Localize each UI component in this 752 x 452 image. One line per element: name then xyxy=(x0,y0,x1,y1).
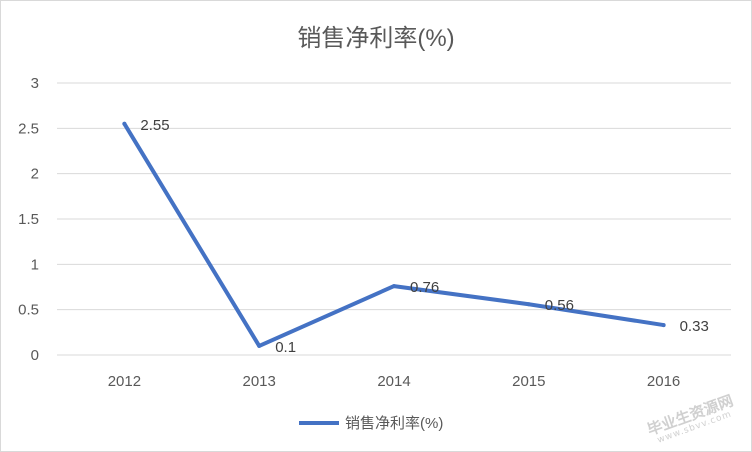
data-label: 0.56 xyxy=(545,297,574,314)
x-tick-label: 2012 xyxy=(108,373,141,390)
y-tick-label: 2.5 xyxy=(18,120,39,137)
x-tick-label: 2016 xyxy=(647,373,680,390)
data-point[interactable] xyxy=(526,302,531,307)
y-axis-ticks: 0 0.5 1 1.5 2 2.5 3 xyxy=(18,75,39,364)
x-tick-label: 2013 xyxy=(243,373,276,390)
data-label: 0.76 xyxy=(410,279,439,296)
series-layer xyxy=(122,121,666,348)
series-line[interactable] xyxy=(122,121,666,348)
data-label: 2.55 xyxy=(140,117,169,134)
legend[interactable]: 销售净利率(%) xyxy=(299,415,443,432)
y-tick-label: 3 xyxy=(31,75,39,92)
data-point[interactable] xyxy=(392,284,396,289)
y-tick-label: 2 xyxy=(31,166,39,183)
y-tick-label: 0 xyxy=(31,347,39,364)
data-labels: 2.55 0.1 0.76 0.56 0.33 xyxy=(140,117,708,356)
x-axis-ticks: 2012 2013 2014 2015 2016 xyxy=(108,373,681,390)
y-tick-label: 0.5 xyxy=(18,302,39,319)
data-label: 0.33 xyxy=(680,318,709,335)
grid-lines xyxy=(57,82,731,356)
x-tick-label: 2014 xyxy=(377,373,410,390)
data-point[interactable] xyxy=(661,323,666,328)
data-label: 0.1 xyxy=(275,339,296,356)
chart-title: 销售净利率(%) xyxy=(297,25,454,52)
legend-label: 销售净利率(%) xyxy=(345,415,443,432)
data-point[interactable] xyxy=(122,121,127,126)
y-tick-label: 1 xyxy=(31,256,39,273)
y-tick-label: 1.5 xyxy=(18,211,39,228)
data-point[interactable] xyxy=(257,343,262,348)
x-tick-label: 2015 xyxy=(512,373,545,390)
